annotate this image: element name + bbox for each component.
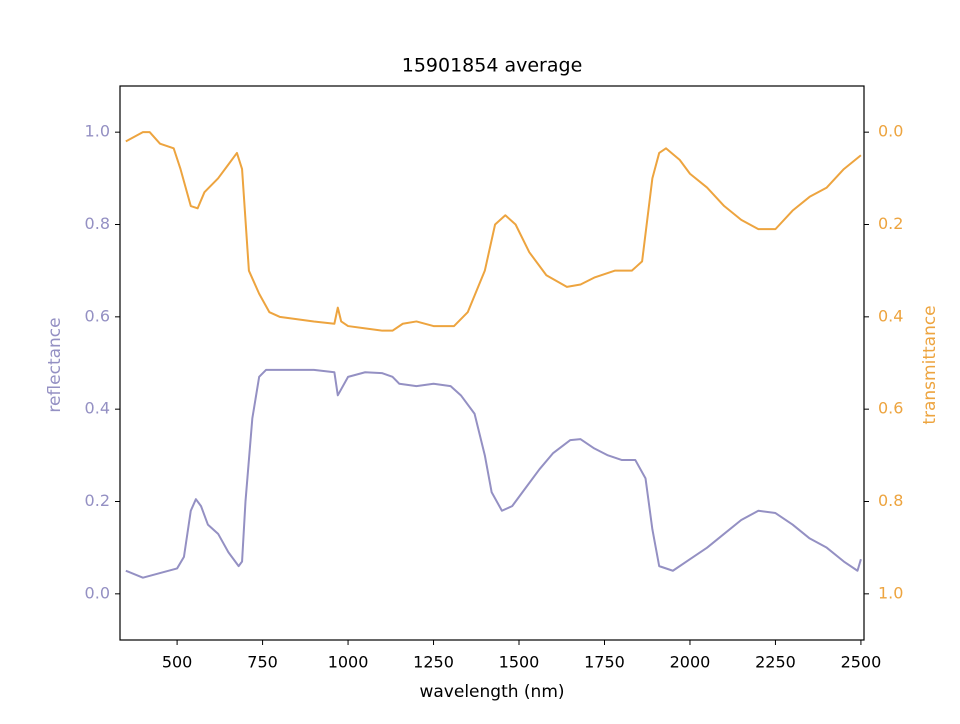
x-tick-label: 1000 [328,653,369,672]
y2-tick-label: 0.0 [878,122,903,141]
y-tick-label: 0.2 [85,491,110,510]
y-tick-label: 0.6 [85,306,110,325]
x-tick-label: 2000 [670,653,711,672]
plot-frame [119,85,865,641]
x-tick-label: 500 [162,653,193,672]
x-tick-label: 1750 [584,653,625,672]
y2-tick-label: 0.6 [878,399,903,418]
data-line [125,368,862,579]
x-tick-label: 1500 [499,653,540,672]
y-axis-label: reflectance [45,317,65,412]
y2-tick-label: 0.8 [878,491,903,510]
data-line [125,131,862,332]
y2-axis-label: transmittance [920,305,940,424]
x-tick-label: 1250 [413,653,454,672]
y2-tick-label: 0.2 [878,214,903,233]
y-tick-label: 0.8 [85,214,110,233]
y2-tick-label: 0.4 [878,306,903,325]
y-tick-label: 1.0 [85,122,110,141]
x-axis-label: wavelength (nm) [419,682,564,702]
y2-tick-label: 1.0 [878,583,903,602]
x-tick-label: 2500 [841,653,882,672]
y-tick-label: 0.0 [85,583,110,602]
x-tick-label: 2250 [755,653,796,672]
y-tick-label: 0.4 [85,399,110,418]
chart-title: 15901854 average [402,55,583,77]
x-tick-label: 750 [247,653,278,672]
